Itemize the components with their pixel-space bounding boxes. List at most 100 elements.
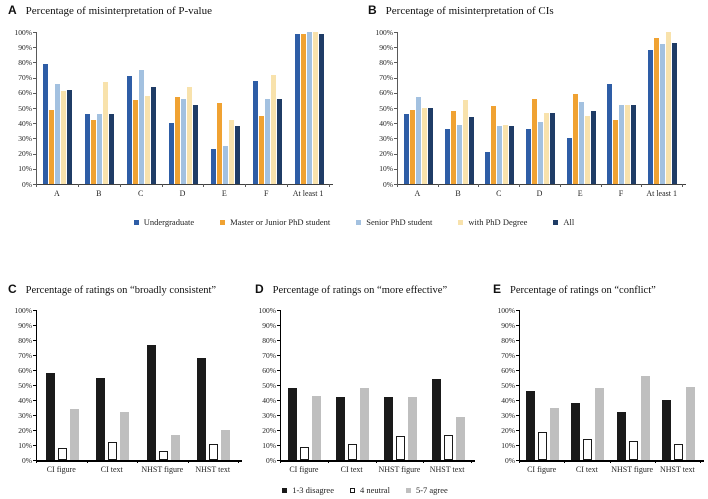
y-axis-tick-mark — [516, 340, 519, 341]
y-axis-tick-label: 30% — [501, 410, 515, 420]
x-axis-tick-mark — [600, 184, 602, 187]
y-axis-tick-label: 40% — [379, 118, 393, 128]
bar-master-or-junior-phd-student — [491, 106, 497, 184]
x-axis-tick-mark — [287, 184, 289, 187]
y-axis-tick-mark — [33, 123, 36, 125]
bar-undergraduate — [127, 76, 133, 184]
bar-group — [189, 310, 240, 460]
y-axis-tick-label: 90% — [18, 42, 32, 52]
top-row-legend: Undergraduate Master or Junior PhD studen… — [0, 217, 708, 227]
y-axis-tick-mark — [33, 168, 36, 170]
bar-undergraduate — [566, 138, 572, 184]
panel-c: C Percentage of ratings on “broadly cons… — [6, 282, 250, 474]
bar-group — [37, 32, 79, 184]
bar-with-phd-degree — [462, 100, 468, 184]
bar-senior-phd-student — [497, 126, 503, 184]
y-axis-tick-label: 0% — [22, 455, 32, 465]
x-axis-category-label: CI figure — [46, 465, 76, 474]
x-axis-tick-mark — [641, 184, 643, 187]
bar-master-or-junior-phd-student — [572, 94, 578, 184]
x-axis-labels: CI figure CI text NHST figure NHST text — [519, 465, 700, 474]
y-axis-tick-mark — [516, 385, 519, 386]
bar-master-or-junior-phd-student — [91, 120, 97, 184]
legend-label: Master or Junior PhD student — [230, 217, 331, 227]
legend-swatch-icon — [405, 487, 411, 493]
y-axis-tick-mark — [516, 430, 519, 431]
y-axis-tick-label: 50% — [18, 103, 32, 113]
bar-senior-phd-student — [139, 70, 145, 184]
y-axis-tick-mark — [277, 445, 280, 446]
bar-senior-phd-student — [264, 98, 270, 184]
x-axis-category-label: NHST figure — [378, 465, 421, 474]
plot-area — [280, 310, 472, 460]
y-axis-tick-label: 40% — [18, 118, 32, 128]
x-axis-tick-mark — [36, 460, 37, 463]
y-axis-tick-mark — [516, 445, 519, 446]
panel-d-title-text: Percentage of ratings on “more effective… — [272, 285, 448, 296]
legend-swatch-icon — [349, 487, 355, 493]
panel-b: B Percentage of misinterpretation of CIs… — [366, 3, 708, 198]
bar-1-3-disagree — [383, 397, 393, 460]
bar-1-3-disagree — [431, 379, 441, 460]
y-axis-tick-mark — [516, 460, 519, 461]
y-axis-tick-mark — [394, 77, 397, 79]
x-axis-category-label: F — [618, 189, 624, 198]
bar-group — [398, 32, 439, 184]
y-axis-tick-mark — [33, 62, 36, 64]
legend-item-master-or-junior-phd-student: Master or Junior PhD student — [220, 217, 330, 227]
bar-5-7-agree — [120, 412, 130, 460]
x-axis-tick-mark — [682, 184, 683, 187]
y-axis-tick-mark — [394, 184, 397, 185]
bar-master-or-junior-phd-student — [613, 120, 619, 184]
legend-label: 1-3 disagree — [292, 485, 334, 495]
x-axis-category-label: D — [536, 189, 543, 198]
y-axis-tick-mark — [516, 400, 519, 401]
x-axis-labels: CI figure CI text NHST figure NHST text — [280, 465, 471, 474]
bar-master-or-junior-phd-student — [654, 38, 660, 184]
bar-5-7-agree — [170, 434, 180, 460]
x-axis-category-label: At least 1 — [292, 189, 324, 198]
y-axis-tick-label: 90% — [501, 320, 515, 330]
y-axis-tick-mark — [394, 138, 397, 140]
y-axis-tick-label: 10% — [18, 440, 32, 450]
y-axis-tick-mark — [277, 340, 280, 341]
y-axis-tick-label: 70% — [18, 350, 32, 360]
y-axis-tick-label: 40% — [501, 395, 515, 405]
y-axis-tick-label: 30% — [18, 133, 32, 143]
panel-d-title: D Percentage of ratings on “more effecti… — [250, 282, 482, 296]
y-axis-tick-label: 20% — [262, 425, 276, 435]
bar-1-3-disagree — [336, 397, 346, 460]
y-axis-tick-mark — [33, 415, 36, 416]
x-axis-line — [519, 460, 704, 462]
y-axis-tick-label: 20% — [501, 425, 515, 435]
bar-with-phd-degree — [544, 112, 550, 184]
x-axis-tick-mark — [478, 184, 480, 187]
x-axis-tick-mark — [564, 460, 566, 463]
x-axis-tick-mark — [137, 460, 138, 463]
y-axis-tick-mark — [394, 108, 397, 109]
y-axis-tick-mark — [33, 400, 36, 401]
bar-group — [602, 32, 643, 184]
plot-area — [519, 310, 701, 460]
y-axis-tick-label: 40% — [262, 395, 276, 405]
y-axis-tick-mark — [33, 108, 36, 109]
legend-item-with-phd-degree: with PhD Degree — [458, 217, 527, 227]
y-axis-tick-mark — [516, 415, 519, 416]
x-axis-tick-mark — [559, 184, 561, 187]
legend-label: 5-7 agree — [415, 485, 448, 495]
bar-all — [67, 89, 73, 184]
x-axis-category-label: NHST figure — [611, 465, 654, 474]
y-axis-tick-mark — [277, 325, 280, 326]
legend-item-undergraduate: Undergraduate — [133, 217, 194, 227]
bar-group — [288, 32, 330, 184]
y-axis-tick-label: 50% — [18, 380, 32, 390]
panel-b-title-text: Percentage of misinterpretation of CIs — [385, 5, 554, 17]
y-axis-tick-label: 20% — [18, 149, 32, 159]
y-axis-tick-label: 60% — [262, 365, 276, 375]
bar-senior-phd-student — [55, 83, 61, 184]
y-axis-tick-label: 0% — [266, 455, 276, 465]
x-axis-tick-mark — [119, 184, 121, 187]
bar-1-3-disagree — [45, 373, 55, 460]
chart-more-effective: 0% 10% 20% 30% 40% 50% 60% 70% 80% 90% 100% CI figu… — [250, 306, 475, 482]
x-axis-category-label: A — [54, 189, 60, 198]
